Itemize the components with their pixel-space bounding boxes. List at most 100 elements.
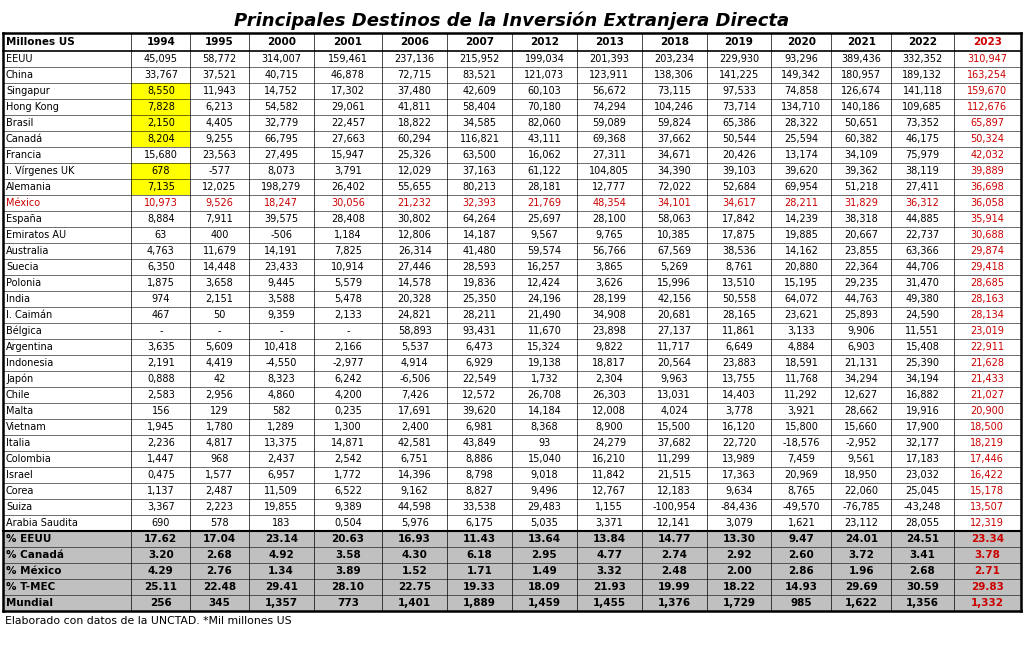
Text: 12,806: 12,806 xyxy=(397,230,432,240)
Text: 345: 345 xyxy=(209,598,230,608)
Text: 17,446: 17,446 xyxy=(971,454,1005,464)
Text: 2.00: 2.00 xyxy=(726,566,752,576)
Text: Francia: Francia xyxy=(6,150,41,160)
Text: 116,821: 116,821 xyxy=(460,134,500,144)
Bar xyxy=(3,33,1021,51)
Text: 13,174: 13,174 xyxy=(784,150,818,160)
Text: 314,007: 314,007 xyxy=(261,54,301,64)
Text: 1,459: 1,459 xyxy=(528,598,561,608)
Text: 25,893: 25,893 xyxy=(845,310,879,320)
Text: -: - xyxy=(346,326,350,336)
Text: 9,963: 9,963 xyxy=(660,374,688,384)
Text: 7,911: 7,911 xyxy=(206,214,233,224)
Text: 27,495: 27,495 xyxy=(264,150,298,160)
Text: 1.52: 1.52 xyxy=(401,566,428,576)
Text: 23.14: 23.14 xyxy=(264,534,298,544)
Text: 93: 93 xyxy=(539,438,551,448)
Text: 36,058: 36,058 xyxy=(971,198,1005,208)
Text: Argentina: Argentina xyxy=(6,342,53,352)
Text: 400: 400 xyxy=(210,230,228,240)
Text: México: México xyxy=(6,198,40,208)
Text: 134,710: 134,710 xyxy=(781,102,821,112)
Text: 123,911: 123,911 xyxy=(589,70,630,80)
Text: 38,318: 38,318 xyxy=(845,214,879,224)
Text: 25,326: 25,326 xyxy=(397,150,432,160)
Text: Bélgica: Bélgica xyxy=(6,325,42,336)
Text: 6,175: 6,175 xyxy=(466,518,494,528)
Text: 3.20: 3.20 xyxy=(147,550,174,560)
Text: 36,312: 36,312 xyxy=(905,198,939,208)
Text: 15,800: 15,800 xyxy=(784,422,818,432)
Text: Israel: Israel xyxy=(6,470,33,480)
Text: 7,459: 7,459 xyxy=(787,454,815,464)
Text: 11,943: 11,943 xyxy=(203,86,237,96)
Text: 30.59: 30.59 xyxy=(906,582,939,592)
Text: 6,473: 6,473 xyxy=(466,342,494,352)
Text: 12,141: 12,141 xyxy=(657,518,691,528)
Text: 60,103: 60,103 xyxy=(527,86,561,96)
Text: 14,403: 14,403 xyxy=(722,390,756,400)
Text: 46,175: 46,175 xyxy=(905,134,939,144)
Text: 17,842: 17,842 xyxy=(722,214,756,224)
Bar xyxy=(3,595,1021,611)
Text: 5,976: 5,976 xyxy=(400,518,429,528)
Text: 56,766: 56,766 xyxy=(592,246,627,256)
Text: 29.69: 29.69 xyxy=(845,582,878,592)
Text: 30,802: 30,802 xyxy=(397,214,432,224)
Text: 15,195: 15,195 xyxy=(784,278,818,288)
Text: 19,885: 19,885 xyxy=(784,230,818,240)
Text: 6,929: 6,929 xyxy=(466,358,494,368)
Text: 80,213: 80,213 xyxy=(463,182,497,192)
Bar xyxy=(3,99,1021,115)
Text: 10,385: 10,385 xyxy=(657,230,691,240)
Text: 32,177: 32,177 xyxy=(905,438,939,448)
Text: 12,183: 12,183 xyxy=(657,486,691,496)
Text: 18,247: 18,247 xyxy=(264,198,298,208)
Text: 18.22: 18.22 xyxy=(723,582,756,592)
Text: 109,685: 109,685 xyxy=(902,102,942,112)
Text: 2,236: 2,236 xyxy=(146,438,175,448)
Text: Polonia: Polonia xyxy=(6,278,41,288)
Text: 11,842: 11,842 xyxy=(592,470,627,480)
Text: 15,660: 15,660 xyxy=(845,422,879,432)
Text: 3,133: 3,133 xyxy=(787,326,815,336)
Text: 97,533: 97,533 xyxy=(722,86,756,96)
Text: 3,865: 3,865 xyxy=(595,262,624,272)
Bar xyxy=(3,323,1021,339)
Text: 2.86: 2.86 xyxy=(788,566,814,576)
Text: 36,698: 36,698 xyxy=(971,182,1005,192)
Text: 23,112: 23,112 xyxy=(845,518,879,528)
Text: 23,621: 23,621 xyxy=(784,310,818,320)
Text: 43,849: 43,849 xyxy=(463,438,497,448)
Text: 9,822: 9,822 xyxy=(595,342,624,352)
Text: 49,380: 49,380 xyxy=(905,294,939,304)
Text: I. Vírgenes UK: I. Vírgenes UK xyxy=(6,166,75,176)
Text: 34,671: 34,671 xyxy=(657,150,691,160)
Text: 21,769: 21,769 xyxy=(527,198,561,208)
Text: 22,457: 22,457 xyxy=(331,118,366,128)
Text: 21,433: 21,433 xyxy=(971,374,1005,384)
Text: 22,737: 22,737 xyxy=(905,230,940,240)
Text: 28.10: 28.10 xyxy=(332,582,365,592)
Text: 20,328: 20,328 xyxy=(397,294,432,304)
Text: 25,390: 25,390 xyxy=(905,358,939,368)
Text: 1,376: 1,376 xyxy=(657,598,691,608)
Text: Arabia Saudita: Arabia Saudita xyxy=(6,518,78,528)
Text: 2.95: 2.95 xyxy=(531,550,557,560)
Text: 25,045: 25,045 xyxy=(905,486,939,496)
Text: 21,628: 21,628 xyxy=(971,358,1005,368)
Text: -: - xyxy=(159,326,163,336)
Text: -506: -506 xyxy=(270,230,292,240)
Text: 35,914: 35,914 xyxy=(971,214,1005,224)
Text: 16,422: 16,422 xyxy=(971,470,1005,480)
Text: 42,032: 42,032 xyxy=(971,150,1005,160)
Text: 2000: 2000 xyxy=(266,37,296,47)
Text: 20,426: 20,426 xyxy=(722,150,756,160)
Text: 55,655: 55,655 xyxy=(397,182,432,192)
Text: 678: 678 xyxy=(152,166,170,176)
Text: 18,817: 18,817 xyxy=(592,358,627,368)
Text: 2018: 2018 xyxy=(659,37,689,47)
Bar xyxy=(3,291,1021,307)
Text: 159,461: 159,461 xyxy=(328,54,368,64)
Text: 1,780: 1,780 xyxy=(206,422,233,432)
